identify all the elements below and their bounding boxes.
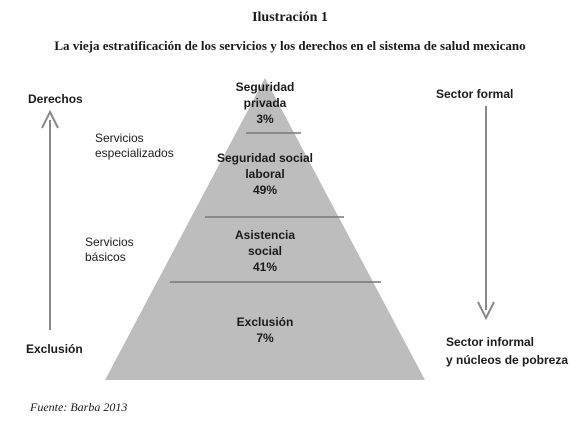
tier-exclusion-name: Exclusión <box>236 315 294 329</box>
group-basic-line-2: básicos <box>85 250 126 264</box>
pyramid-shape <box>105 78 425 380</box>
group-specialized-line-2: especializados <box>95 146 174 160</box>
tier-labor-percent: 49% <box>252 183 278 197</box>
tier-private-percent: 3% <box>256 112 274 126</box>
group-specialized-label: Servicios especializados <box>95 131 174 161</box>
figure-source: Fuente: Barba 2013 <box>30 400 128 414</box>
figure-title: La vieja estratificación de los servicio… <box>54 38 526 53</box>
tier-assistance-name-2: social <box>247 244 283 258</box>
group-specialized-line-1: Servicios <box>95 131 144 145</box>
tier-private-name-2: privada <box>243 96 287 110</box>
tier-assistance-percent: 41% <box>252 260 278 274</box>
group-basic-line-1: Servicios <box>85 235 134 249</box>
right-axis-bottom-label: Sector informal y núcleos de pobreza <box>446 333 568 369</box>
left-arrow-head <box>41 109 59 129</box>
right-axis-bottom-line-2: y núcleos de pobreza <box>446 353 569 367</box>
tier-labor-name-2: laboral <box>245 167 285 181</box>
right-axis-top-label: Sector formal <box>436 87 514 101</box>
tier-assistance-name-1: Asistencia <box>234 228 296 242</box>
tier-private-name-1: Seguridad <box>235 80 295 94</box>
tier-labor-name-1: Seguridad social <box>216 151 314 165</box>
group-basic-label: Servicios básicos <box>85 235 134 265</box>
tier-labor-social-security: Seguridad social laboral 49% <box>195 150 335 198</box>
tier-exclusion: Exclusión 7% <box>205 314 325 346</box>
tier-private-security: Seguridad privada 3% <box>205 79 325 127</box>
left-axis-bottom-label: Exclusión <box>26 342 83 356</box>
tier-social-assistance: Asistencia social 41% <box>205 227 325 275</box>
left-axis-top-label: Derechos <box>28 92 83 106</box>
tier-exclusion-percent: 7% <box>256 331 274 345</box>
right-axis-bottom-line-1: Sector informal <box>446 335 535 349</box>
figure-number: Ilustración 1 <box>252 10 328 25</box>
right-arrow-head <box>477 301 495 321</box>
